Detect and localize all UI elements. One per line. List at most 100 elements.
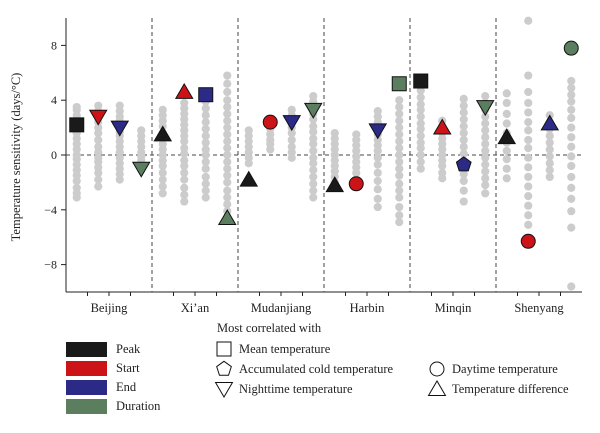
background-point <box>567 97 576 106</box>
background-point <box>158 189 167 198</box>
legend-shape-triangle-down: Nighttime temperature <box>214 382 353 399</box>
background-point <box>201 179 210 188</box>
highlight-point <box>563 40 579 56</box>
background-point <box>223 116 232 125</box>
background-point <box>180 161 189 171</box>
highlight-point <box>413 73 429 89</box>
background-point <box>567 113 576 123</box>
background-point <box>545 172 554 182</box>
background-point <box>395 137 404 146</box>
background-point <box>309 165 318 175</box>
highlight-point <box>303 102 323 119</box>
background-point <box>524 87 533 97</box>
background-point <box>309 115 318 124</box>
background-point <box>223 137 232 146</box>
background-point <box>223 193 232 202</box>
highlight-point <box>110 120 130 137</box>
background-point <box>567 123 576 132</box>
background-point <box>567 76 576 86</box>
background-point <box>309 127 318 136</box>
background-point <box>287 153 296 162</box>
background-point <box>416 86 425 95</box>
background-point <box>567 161 576 171</box>
background-point <box>459 186 468 195</box>
legend-shapes-title: Most correlated with <box>217 321 322 335</box>
background-point <box>481 146 490 155</box>
background-point <box>309 186 318 195</box>
highlight-point <box>520 233 536 249</box>
highlight-point <box>198 87 214 103</box>
background-point <box>502 109 511 118</box>
background-point <box>502 146 511 155</box>
background-point <box>223 87 232 97</box>
background-point <box>223 123 232 132</box>
background-point <box>502 89 511 98</box>
background-point <box>223 164 232 173</box>
highlight-point <box>475 100 495 117</box>
background-point <box>395 96 404 105</box>
y-axis-label: Temperature sensitivity (days/°C) <box>9 73 23 242</box>
background-point <box>180 137 189 146</box>
background-point <box>567 194 576 203</box>
background-point <box>459 149 468 158</box>
background-point <box>395 157 404 166</box>
x-tick-label: Shenyang <box>514 301 564 315</box>
background-point <box>416 157 425 166</box>
background-point <box>524 182 533 191</box>
background-point <box>524 16 533 25</box>
legend-shape-pentagon: Accumulated cold temperature <box>216 360 394 376</box>
background-point <box>201 186 210 195</box>
background-point <box>416 112 425 121</box>
background-point <box>180 197 189 206</box>
y-tick-label: −8 <box>44 258 57 272</box>
background-point <box>524 153 533 162</box>
background-point <box>459 122 468 131</box>
background-point <box>223 109 232 118</box>
background-point <box>373 168 382 177</box>
background-point <box>481 139 490 149</box>
background-point <box>223 71 232 80</box>
legend-shape-icon <box>429 361 445 377</box>
background-point <box>416 150 425 160</box>
legend-shape-icon <box>427 379 447 396</box>
legend-shape-icon <box>214 382 234 399</box>
background-point <box>567 223 576 232</box>
background-point <box>223 96 232 105</box>
background-point <box>481 189 490 198</box>
y-tick-label: 8 <box>51 38 57 52</box>
background-point <box>481 174 490 183</box>
legend-swatch <box>66 361 107 376</box>
background-point <box>567 207 576 216</box>
background-point <box>567 152 576 161</box>
background-point <box>94 135 103 145</box>
legend-shape-label: Mean temperature <box>239 342 331 356</box>
highlight-point <box>217 208 237 225</box>
background-point <box>395 116 404 125</box>
background-point <box>223 102 232 112</box>
background-point <box>481 181 490 190</box>
background-point <box>244 159 253 168</box>
background-point <box>395 186 404 195</box>
background-point <box>180 175 189 184</box>
background-point <box>502 164 511 173</box>
background-point <box>223 150 232 160</box>
background-point <box>373 176 382 186</box>
legend-swatch <box>66 342 107 357</box>
y-tick-label: 0 <box>51 148 57 162</box>
legend-series-label: Peak <box>116 342 141 356</box>
background-point <box>524 108 533 117</box>
highlight-point <box>455 156 472 172</box>
background-point <box>545 165 554 175</box>
highlight-point <box>432 118 452 135</box>
background-point <box>545 159 554 168</box>
background-point <box>481 167 490 176</box>
highlight-point <box>540 114 560 131</box>
background-point <box>395 171 404 180</box>
x-tick-label: Minqin <box>435 301 473 315</box>
background-point <box>395 150 404 160</box>
background-point <box>223 200 232 209</box>
highlight-point <box>262 114 278 130</box>
legend-shape-label: Temperature difference <box>452 382 569 396</box>
background-point <box>481 126 490 135</box>
background-point <box>287 135 296 145</box>
